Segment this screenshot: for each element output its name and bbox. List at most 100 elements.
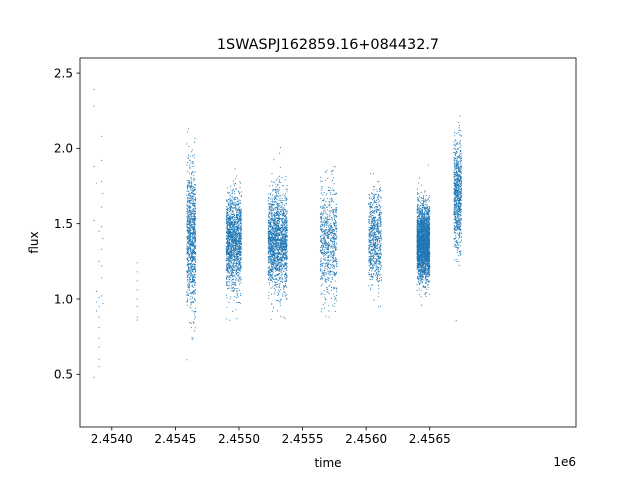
data-point [225, 245, 227, 247]
data-point [187, 236, 189, 238]
data-point [228, 251, 231, 253]
data-point [238, 278, 240, 280]
data-point [281, 213, 283, 215]
data-point [189, 241, 191, 243]
data-point [322, 247, 324, 249]
data-point [325, 229, 327, 231]
data-point [279, 266, 281, 268]
data-point [190, 223, 192, 225]
data-point [330, 207, 332, 209]
data-point [235, 232, 237, 234]
data-point [282, 278, 284, 280]
data-point [194, 248, 196, 250]
data-point [320, 238, 322, 240]
data-point [276, 287, 278, 289]
data-point [285, 264, 287, 266]
data-point [270, 213, 272, 215]
data-point [327, 217, 329, 219]
data-point [240, 257, 242, 259]
data-point [237, 267, 239, 269]
data-point [225, 285, 227, 287]
data-point [284, 317, 286, 320]
data-point [285, 255, 287, 257]
data-point [282, 185, 284, 187]
data-point [192, 163, 194, 165]
data-point [377, 272, 380, 274]
data-point [233, 184, 236, 187]
data-point [335, 220, 337, 222]
data-point [240, 222, 242, 224]
data-point [320, 198, 322, 200]
data-point [188, 181, 190, 183]
data-point [274, 253, 276, 255]
data-point [228, 239, 230, 241]
data-point [240, 230, 242, 232]
data-point [269, 244, 272, 246]
data-point [320, 206, 322, 208]
data-point [274, 256, 276, 258]
data-point [233, 190, 235, 193]
data-point [277, 242, 279, 244]
data-point [274, 285, 276, 287]
data-point [188, 221, 190, 223]
data-point [327, 225, 330, 227]
data-point [276, 253, 278, 255]
data-point [320, 225, 322, 227]
data-point [240, 233, 242, 235]
data-point [193, 245, 195, 247]
data-point [322, 194, 324, 196]
data-point [282, 244, 285, 246]
data-point [279, 299, 281, 301]
data-point [286, 243, 288, 245]
data-point [271, 275, 274, 277]
data-point [275, 260, 277, 262]
data-point [282, 252, 285, 254]
data-point [191, 197, 193, 199]
data-point [188, 254, 190, 256]
data-point [327, 221, 329, 223]
data-point [283, 259, 285, 261]
data-point [230, 231, 232, 233]
data-point [270, 226, 272, 229]
data-point [274, 243, 276, 245]
data-point [235, 219, 237, 221]
data-point [190, 241, 192, 243]
data-point [194, 138, 196, 140]
data-point [230, 256, 232, 258]
data-point [235, 282, 237, 284]
data-point [194, 232, 196, 234]
data-point [334, 260, 336, 262]
data-point [329, 187, 331, 189]
data-point [274, 212, 276, 214]
data-point [188, 256, 190, 258]
data-point [329, 252, 331, 254]
data-point [227, 202, 229, 204]
data-point [230, 200, 232, 202]
data-point [267, 260, 269, 262]
data-point [236, 217, 238, 219]
data-point [323, 222, 325, 224]
data-point [269, 229, 271, 231]
data-point [331, 259, 333, 261]
data-point [189, 213, 191, 215]
data-point [192, 226, 194, 228]
data-point [231, 244, 233, 246]
data-point [190, 274, 192, 276]
data-point [270, 249, 272, 251]
data-point [236, 246, 238, 248]
data-point [321, 213, 323, 215]
data-point [240, 226, 242, 228]
data-point [231, 254, 233, 256]
data-point [228, 231, 230, 233]
data-point [227, 245, 229, 247]
data-point [188, 197, 190, 199]
data-point [267, 278, 269, 280]
data-point [192, 192, 194, 195]
data-point [194, 330, 196, 332]
data-point [237, 229, 239, 231]
data-point [274, 231, 276, 233]
data-point [240, 270, 242, 272]
data-point [225, 278, 227, 280]
data-point [268, 224, 270, 226]
data-point [325, 248, 327, 250]
